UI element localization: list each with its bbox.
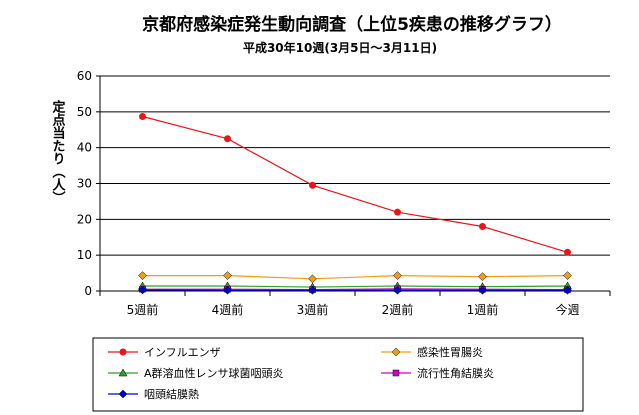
legend-label: 感染性胃腸炎 (417, 345, 483, 359)
series-0 (139, 112, 571, 256)
y-tick-label: 10 (77, 248, 92, 262)
gridlines (100, 75, 610, 256)
x-tick-label: 今週 (555, 302, 579, 317)
series-group (138, 112, 572, 295)
data-point (308, 285, 317, 295)
x-tick-label: 3週前 (297, 302, 329, 317)
legend-box (92, 337, 584, 412)
data-point (478, 285, 487, 295)
legend-item: 咽頭結膜熱 (108, 387, 199, 401)
chart-subtitle: 平成30年10週(3月5日～3月11日) (243, 40, 437, 55)
legend-marker (119, 348, 127, 356)
data-point (308, 274, 317, 284)
series-line (142, 288, 568, 291)
series-line (142, 274, 568, 280)
chart-title: 京都府感染症発生動向調査（上位5疾患の推移グラフ） (142, 14, 562, 35)
data-point (393, 271, 402, 280)
legend-item: A群溶血性レンサ球菌咽頭炎 (108, 366, 284, 380)
series-line (142, 285, 568, 288)
x-tick-label: 1週前 (467, 302, 499, 317)
legend-label: 咽頭結膜熱 (144, 387, 199, 401)
data-point (394, 208, 401, 216)
data-point (563, 285, 572, 295)
data-point (479, 223, 486, 230)
x-tick-label: 2週前 (382, 302, 414, 317)
legend-item: インフルエンザ (108, 346, 221, 359)
legend-label: インフルエンザ (144, 346, 221, 359)
legend-marker (118, 368, 128, 377)
legend-item: 感染性胃腸炎 (381, 345, 483, 359)
data-point (139, 112, 146, 120)
x-tick-label: 5週前 (127, 302, 159, 317)
y-axis-title: 定点当たり（人） (50, 99, 67, 204)
series-1 (138, 271, 572, 284)
y-tick-label: 20 (77, 212, 92, 226)
tick-labels: 0 10 20 30 40 50 60 5週前 4週前 3週前 2週前 1週前 今週 (77, 69, 580, 317)
legend-label: A群溶血性レンサ球菌咽頭炎 (144, 366, 284, 380)
legend-item: 流行性角結膜炎 (381, 366, 494, 380)
series-line (142, 115, 568, 253)
data-point (393, 285, 402, 295)
data-point (223, 271, 232, 280)
data-point (478, 272, 487, 282)
data-point (138, 285, 147, 295)
y-tick-label: 40 (77, 141, 92, 155)
y-axis-label: 定点当たり（人） (50, 99, 67, 204)
data-point (564, 248, 571, 256)
data-point (223, 285, 232, 295)
y-tick-label: 60 (77, 69, 92, 83)
legend-marker (391, 347, 401, 357)
data-point (563, 271, 572, 280)
series-4 (138, 285, 572, 295)
axes (96, 75, 611, 296)
legend-label: 流行性角結膜炎 (417, 366, 494, 380)
y-tick-label: 50 (77, 105, 92, 119)
y-tick-label: 0 (84, 284, 92, 298)
x-tick-label: 4週前 (212, 302, 244, 317)
legend-marker (118, 389, 128, 399)
legend-marker (392, 369, 400, 377)
data-point (224, 135, 231, 143)
data-point (138, 271, 147, 280)
data-point (309, 181, 316, 189)
y-tick-label: 30 (77, 177, 92, 191)
